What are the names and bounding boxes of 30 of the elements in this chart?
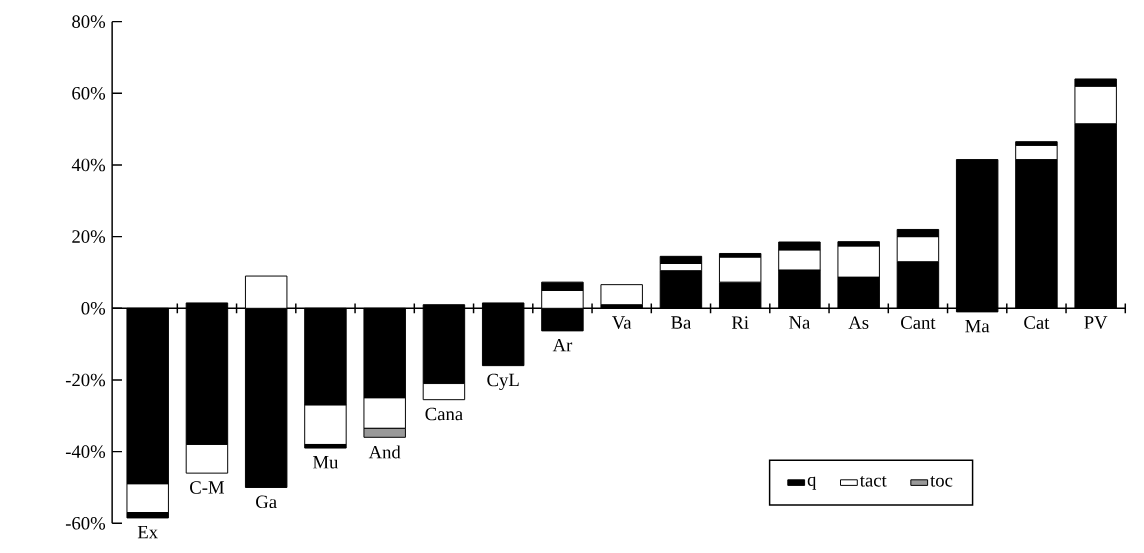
y-tick-label: 80% bbox=[72, 15, 106, 29]
x-tick-label: Na bbox=[789, 316, 811, 329]
bar bbox=[600, 284, 643, 306]
x-tick-label: Ba bbox=[671, 316, 692, 329]
x-tick-label: Cana bbox=[425, 407, 463, 421]
x-tick-label: Cat bbox=[1024, 316, 1050, 330]
x-tick-label: Mu bbox=[312, 456, 339, 469]
x-tick-label: C-M bbox=[190, 481, 225, 494]
x-tick-label: Ma bbox=[965, 320, 990, 333]
x-tick-label: Ex bbox=[137, 526, 158, 539]
y-tick-label: -40% bbox=[65, 445, 106, 459]
x-tick-label: As bbox=[848, 316, 869, 329]
x-tick-label: CyL bbox=[487, 373, 519, 391]
x-tick-label: Ar bbox=[552, 339, 573, 352]
x-tick-label: Ga bbox=[256, 495, 277, 509]
y-tick-label: -20% bbox=[65, 373, 106, 387]
x-tick-label: Va bbox=[612, 316, 632, 329]
x-tick-label: Cant bbox=[901, 316, 936, 330]
y-tick-label: 0% bbox=[81, 302, 106, 315]
x-tick-label: Ri bbox=[731, 316, 749, 329]
y-tick-label: 20% bbox=[72, 230, 106, 244]
legend-label: tact bbox=[859, 476, 887, 487]
y-tick-label: 60% bbox=[72, 87, 106, 100]
x-tick-label: And bbox=[368, 445, 401, 459]
legend-label: q bbox=[807, 476, 817, 490]
x-tick-label: PV bbox=[1084, 316, 1108, 329]
y-tick-label: 40% bbox=[71, 158, 106, 172]
bar bbox=[955, 159, 999, 309]
y-tick-label: -60% bbox=[65, 517, 106, 530]
legend-label: toc bbox=[930, 476, 953, 487]
